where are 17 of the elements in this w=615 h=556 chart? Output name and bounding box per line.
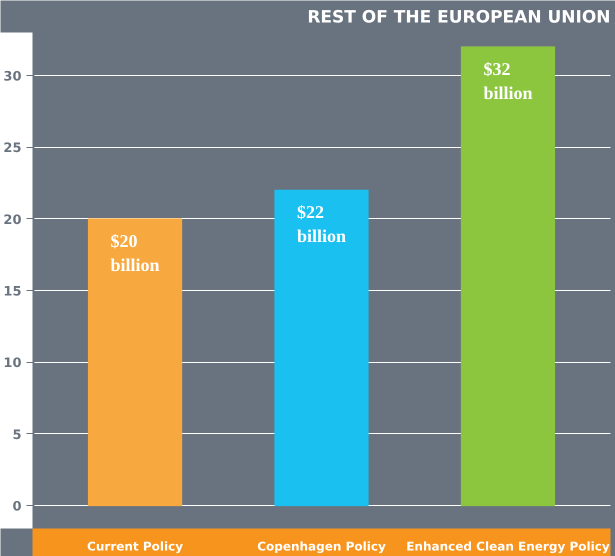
x-tick-label: Current Policy	[87, 540, 184, 554]
y-tick-label: 25	[3, 141, 22, 156]
data-label: $32 billion	[483, 58, 532, 103]
y-tick-label: 5	[12, 428, 22, 443]
x-tick-label: Copenhagen Policy	[257, 540, 386, 554]
y-tick-label: 20	[3, 212, 22, 228]
y-tick-label: 30	[3, 70, 22, 85]
bar	[274, 190, 369, 506]
data-label: $22 billion	[296, 202, 346, 246]
chart-title: REST OF THE EUROPEAN UNION	[307, 8, 610, 28]
data-label: $20 billion	[110, 230, 160, 275]
y-tick-label: 15	[3, 284, 22, 300]
x-tick-label: Enhanced Clean Energy Policy	[406, 540, 610, 554]
bar	[460, 46, 556, 506]
y-tick-label: 0	[12, 500, 22, 515]
y-tick-label: 10	[3, 356, 22, 372]
bar	[88, 218, 182, 506]
